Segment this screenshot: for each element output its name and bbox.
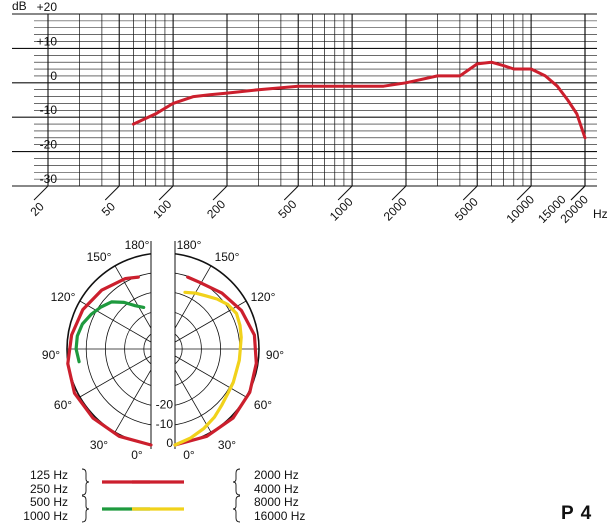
x-tick-mark	[283, 185, 299, 201]
legend-brace	[81, 495, 90, 523]
legend-label: 2000 Hz	[254, 468, 299, 482]
polar-radial-label: -10	[156, 417, 174, 431]
hz-unit-label: Hz	[593, 207, 608, 221]
x-tick-mark	[516, 185, 532, 201]
x-tick-mark	[158, 185, 174, 201]
polar-radial-label: -20	[156, 398, 174, 412]
legend-label: 1000 Hz	[23, 509, 68, 523]
x-tick-label: 200	[204, 197, 228, 221]
frequency-response-series	[131, 60, 587, 140]
x-tick-mark	[212, 185, 228, 201]
polar-spoke	[168, 359, 212, 433]
model-label: P 4	[561, 503, 593, 524]
polar-labels: 0° 0° 30° 30° 60° 60° 90° 90° 120° 120° 150° 150° 18…	[42, 238, 284, 462]
polar-angle-label: 90°	[266, 348, 284, 362]
polar-center-gap	[151, 241, 175, 461]
polar-spoke	[168, 265, 212, 339]
legend-label: 8000 Hz	[254, 495, 299, 509]
x-tick-mark	[337, 185, 353, 201]
y-tick-label: +20	[37, 0, 58, 14]
polar-angle-label: 150°	[215, 250, 240, 264]
x-tick-mark	[570, 185, 586, 201]
x-tick-mark	[462, 185, 478, 201]
x-tick-mark	[104, 185, 120, 201]
polar-pattern-chart: 0° 0° 30° 30° 60° 60° 90° 90° 120° 120° 150° 150° 18…	[42, 238, 284, 462]
polar-pattern-line	[74, 300, 146, 364]
y-tick-label: +10	[37, 34, 58, 48]
polar-spoke	[114, 265, 158, 339]
x-tick-mark	[391, 185, 407, 201]
x-tick-label: 500	[275, 197, 299, 221]
x-tick-mark	[33, 185, 49, 201]
polar-angle-label: 120°	[251, 290, 276, 304]
y-tick-label: -20	[40, 138, 58, 152]
polar-angle-label: 60°	[254, 398, 272, 412]
polar-angle-label: 120°	[51, 290, 76, 304]
legend-brace	[232, 495, 241, 523]
legend-label: 250 Hz	[30, 482, 68, 496]
polar-angle-label: 180°	[125, 238, 150, 252]
polar-angle-label: 150°	[87, 250, 112, 264]
legend-label: 500 Hz	[30, 495, 68, 509]
frequency-grid	[12, 13, 597, 201]
polar-spoke	[173, 300, 247, 344]
x-tick-label: 1000	[327, 195, 356, 224]
frequency-response-chart: dB +20 +10 0 -10 -20 -30 20 50 100 200 500 1000 200…	[12, 0, 608, 226]
x-tick-label: 5000	[452, 195, 481, 224]
legend-label: 16000 Hz	[254, 509, 305, 523]
polar-spoke	[79, 300, 153, 344]
polar-series	[66, 275, 258, 447]
db-unit-label: dB	[12, 0, 27, 13]
x-tick-label: 100	[150, 197, 174, 221]
polar-angle-label: 30°	[90, 438, 108, 452]
polar-pattern-line	[173, 290, 243, 447]
polar-pattern-line	[66, 275, 153, 447]
polar-angle-label: 0°	[183, 448, 195, 462]
polar-angle-label: 180°	[177, 238, 202, 252]
polar-spoke	[79, 354, 153, 398]
polar-radial-label: 0	[166, 436, 173, 450]
x-tick-label: 2000	[381, 195, 410, 224]
x-tick-label: 20	[27, 199, 47, 219]
x-tick-label: 50	[99, 199, 119, 219]
frequency-response-line	[131, 60, 587, 140]
polar-spoke	[173, 354, 247, 398]
y-tick-label: -10	[40, 103, 58, 117]
y-tick-label: 0	[50, 69, 57, 83]
polar-pattern-line	[173, 275, 258, 447]
y-tick-labels: +20 +10 0 -10 -20 -30	[37, 0, 58, 186]
legend-label: 4000 Hz	[254, 482, 299, 496]
polar-angle-label: 0°	[131, 448, 143, 462]
polar-angle-label: 30°	[218, 438, 236, 452]
legend-label: 125 Hz	[30, 468, 68, 482]
legend-brace	[232, 468, 241, 496]
polar-angle-label: 90°	[42, 348, 60, 362]
polar-grid	[66, 241, 260, 461]
polar-angle-label: 60°	[54, 398, 72, 412]
y-tick-label: -30	[40, 172, 58, 186]
polar-spoke	[114, 359, 158, 433]
legend-brace	[81, 468, 90, 496]
